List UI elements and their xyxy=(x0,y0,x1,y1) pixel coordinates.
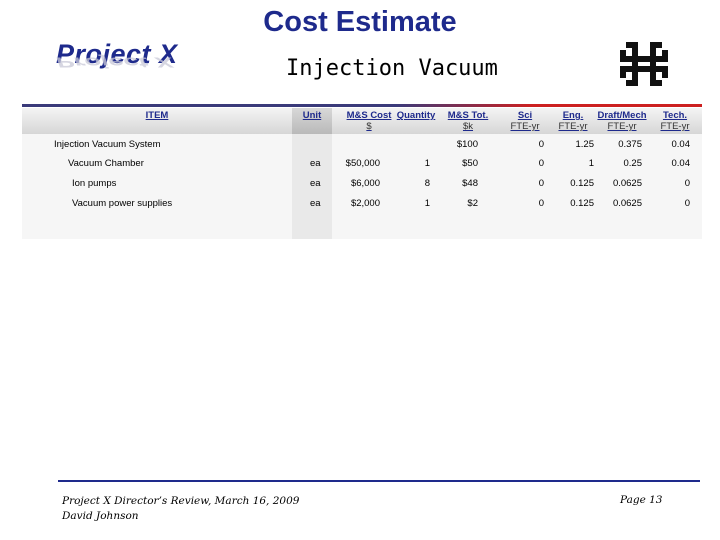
table-row: Injection Vacuum System $100 0 1.25 0.37… xyxy=(54,139,690,150)
table-row: Ion pumps ea $6,000 8 $48 0 0.125 0.0625… xyxy=(72,178,690,189)
table-header: ITEM Unit M&S Cost $ Quantity M&S Tot. $… xyxy=(22,108,702,134)
col-header-unit: Unit xyxy=(302,110,322,121)
header-rule xyxy=(22,104,702,107)
table-row: Vacuum power supplies ea $2,000 1 $2 0 0… xyxy=(72,198,690,209)
page-number: Page 13 xyxy=(620,494,663,506)
footer-review-line: Project X Director’s Review, March 16, 2… xyxy=(62,495,300,507)
footer-rule xyxy=(58,480,700,482)
col-header-draft-mech: Draft/Mech FTE-yr xyxy=(597,110,647,132)
col-header-item: ITEM xyxy=(145,110,169,121)
col-header-eng: Eng. FTE-yr xyxy=(558,110,588,132)
table-row: Vacuum Chamber ea $50,000 1 $50 0 1 0.25… xyxy=(68,158,690,169)
col-header-ms-cost: M&S Cost $ xyxy=(346,110,392,132)
footer: Project X Director’s Review, March 16, 2… xyxy=(62,494,299,524)
logo-reflection: Project X xyxy=(56,54,174,71)
logo-text: Project X xyxy=(56,39,178,69)
slide-subtitle: Injection Vacuum xyxy=(286,56,498,81)
table-body: Injection Vacuum System $100 0 1.25 0.37… xyxy=(22,134,702,239)
col-header-quantity: Quantity xyxy=(396,110,436,121)
col-header-tech: Tech. FTE-yr xyxy=(660,110,690,132)
col-header-ms-total: M&S Tot. $k xyxy=(447,110,489,132)
cost-table: ITEM Unit M&S Cost $ Quantity M&S Tot. $… xyxy=(22,108,702,239)
footer-author: David Johnson xyxy=(62,510,139,522)
project-x-logo: Project X Project X xyxy=(56,40,186,102)
slide-title: Cost Estimate xyxy=(263,6,457,38)
col-header-sci: Sci FTE-yr xyxy=(510,110,540,132)
fermilab-logo-icon xyxy=(620,42,668,86)
unit-header-band xyxy=(292,108,332,134)
